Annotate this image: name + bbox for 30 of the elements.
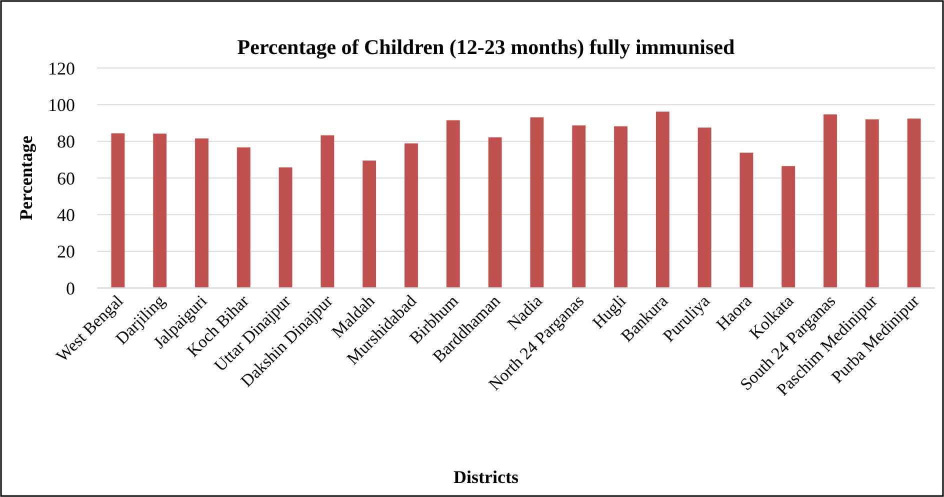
- bar: [865, 119, 879, 288]
- bar: [656, 112, 670, 288]
- bar: [278, 167, 292, 288]
- y-tick-label: 0: [66, 278, 75, 298]
- y-axis-title: Percentage: [16, 136, 36, 220]
- bar: [446, 120, 460, 288]
- bar: [195, 138, 208, 288]
- bar: [362, 160, 376, 288]
- y-tick-label: 120: [48, 58, 75, 78]
- y-tick-label: 20: [57, 242, 75, 262]
- bar: [698, 128, 712, 288]
- bar: [572, 125, 586, 288]
- chart-title: Percentage of Children (12-23 months) fully immunised: [237, 35, 735, 59]
- y-tick-label: 80: [57, 132, 75, 152]
- bar: [111, 133, 125, 288]
- bar: [320, 135, 334, 288]
- y-tick-label: 60: [57, 168, 75, 188]
- bar: [740, 152, 754, 288]
- bar: [530, 117, 544, 288]
- x-axis-title: Districts: [454, 467, 518, 487]
- bar: [488, 137, 502, 288]
- bar: [614, 126, 628, 288]
- y-tick-label: 40: [57, 204, 75, 225]
- bar: [236, 147, 250, 288]
- bar: [153, 134, 167, 288]
- bar: [404, 143, 418, 288]
- bar: [824, 114, 837, 288]
- bar: [907, 118, 921, 288]
- y-tick-label: 100: [48, 94, 75, 115]
- bar: [782, 166, 796, 288]
